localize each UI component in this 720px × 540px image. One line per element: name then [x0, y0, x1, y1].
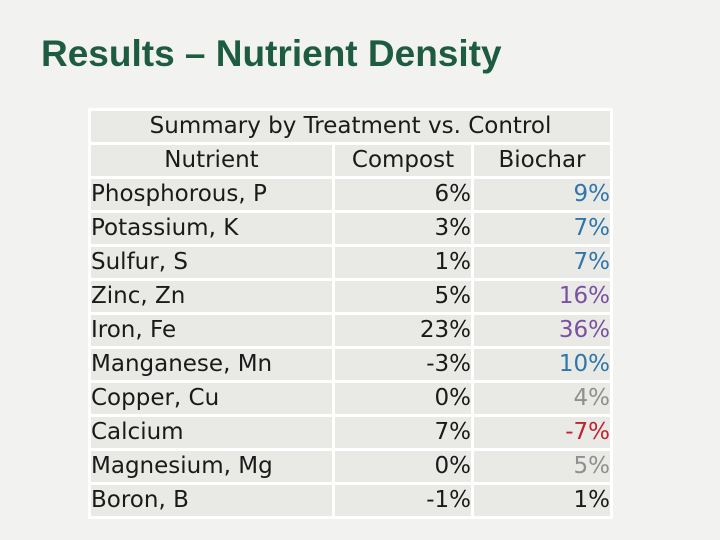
biochar-value-cell: 7% — [474, 213, 610, 244]
compost-value-cell: -3% — [335, 349, 471, 380]
compost-value-cell: 23% — [335, 315, 471, 346]
table-row: Zinc, Zn 5% 16% — [91, 281, 610, 312]
table-row: Manganese, Mn -3% 10% — [91, 349, 610, 380]
table-row: Sulfur, S 1% 7% — [91, 247, 610, 278]
compost-value-cell: -1% — [335, 485, 471, 516]
nutrient-name-cell: Boron, B — [91, 485, 332, 516]
table-row: Phosphorous, P 6% 9% — [91, 179, 610, 210]
nutrient-name-cell: Iron, Fe — [91, 315, 332, 346]
biochar-value-cell: 36% — [474, 315, 610, 346]
nutrient-name-cell: Calcium — [91, 417, 332, 448]
nutrient-name-cell: Zinc, Zn — [91, 281, 332, 312]
biochar-value-cell: 9% — [474, 179, 610, 210]
table-row: Magnesium, Mg 0% 5% — [91, 451, 610, 482]
column-header-compost: Compost — [335, 145, 471, 176]
table-header-row: Nutrient Compost Biochar — [91, 145, 610, 176]
table-caption: Summary by Treatment vs. Control — [91, 111, 610, 142]
column-header-nutrient: Nutrient — [91, 145, 332, 176]
table-row: Iron, Fe 23% 36% — [91, 315, 610, 346]
biochar-value-cell: 10% — [474, 349, 610, 380]
table-row: Potassium, K 3% 7% — [91, 213, 610, 244]
nutrient-name-cell: Sulfur, S — [91, 247, 332, 278]
compost-value-cell: 0% — [335, 383, 471, 414]
compost-value-cell: 5% — [335, 281, 471, 312]
table-row: Calcium 7% -7% — [91, 417, 610, 448]
compost-value-cell: 1% — [335, 247, 471, 278]
compost-value-cell: 0% — [335, 451, 471, 482]
biochar-value-cell: 7% — [474, 247, 610, 278]
nutrient-name-cell: Manganese, Mn — [91, 349, 332, 380]
biochar-value-cell: 5% — [474, 451, 610, 482]
nutrient-name-cell: Copper, Cu — [91, 383, 332, 414]
nutrient-summary-table: Summary by Treatment vs. Control Nutrien… — [88, 108, 613, 519]
slide-title: Results – Nutrient Density — [41, 33, 502, 74]
compost-value-cell: 6% — [335, 179, 471, 210]
biochar-value-cell: 4% — [474, 383, 610, 414]
table-row: Boron, B -1% 1% — [91, 485, 610, 516]
biochar-value-cell: 16% — [474, 281, 610, 312]
compost-value-cell: 7% — [335, 417, 471, 448]
nutrient-name-cell: Phosphorous, P — [91, 179, 332, 210]
nutrient-name-cell: Potassium, K — [91, 213, 332, 244]
table-caption-row: Summary by Treatment vs. Control — [91, 111, 610, 142]
biochar-value-cell: 1% — [474, 485, 610, 516]
nutrient-name-cell: Magnesium, Mg — [91, 451, 332, 482]
table-row: Copper, Cu 0% 4% — [91, 383, 610, 414]
column-header-biochar: Biochar — [474, 145, 610, 176]
biochar-value-cell: -7% — [474, 417, 610, 448]
compost-value-cell: 3% — [335, 213, 471, 244]
